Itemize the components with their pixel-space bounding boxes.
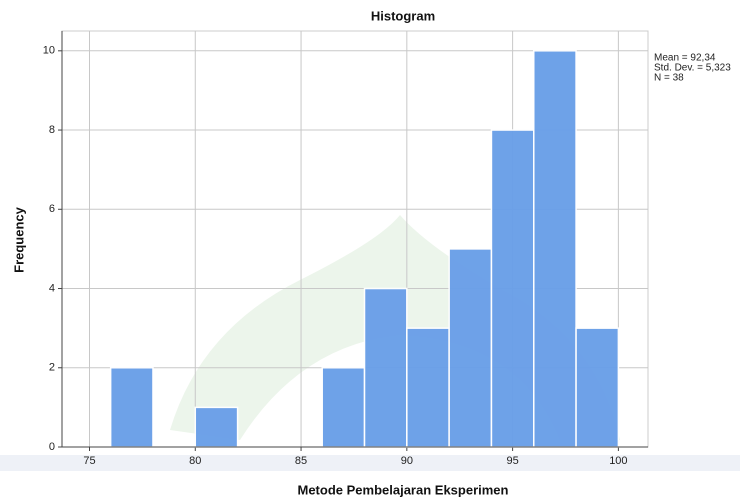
x-tick-label: 95 xyxy=(506,455,518,467)
chart-title: Histogram xyxy=(371,8,435,23)
y-tick-label: 8 xyxy=(49,124,55,136)
x-tick-label: 80 xyxy=(189,455,201,467)
annotation: N = 38 xyxy=(654,73,684,84)
y-axis-label: Frequency xyxy=(11,206,26,273)
bar xyxy=(194,406,239,448)
y-tick-label: 4 xyxy=(49,282,55,294)
bar xyxy=(490,129,535,448)
x-tick-label: 100 xyxy=(609,455,627,467)
annotation: Std. Dev. = 5,323 xyxy=(654,63,731,74)
bar xyxy=(448,248,493,448)
x-tick-label: 85 xyxy=(295,455,307,467)
bar xyxy=(406,327,450,448)
bar xyxy=(533,50,577,448)
bar xyxy=(575,327,620,448)
bottom-band xyxy=(0,455,740,471)
x-tick-label: 75 xyxy=(83,455,95,467)
y-tick-label: 0 xyxy=(49,441,55,453)
bar xyxy=(363,287,408,448)
x-tick-label: 90 xyxy=(401,455,413,467)
bar xyxy=(321,367,366,448)
x-axis-label: Metode Pembelajaran Eksperimen xyxy=(298,482,509,497)
bar xyxy=(109,367,154,448)
y-tick-label: 10 xyxy=(43,45,55,57)
annotation: Mean = 92,34 xyxy=(654,53,716,64)
y-tick-label: 6 xyxy=(49,203,55,215)
y-tick-label: 2 xyxy=(49,362,55,374)
